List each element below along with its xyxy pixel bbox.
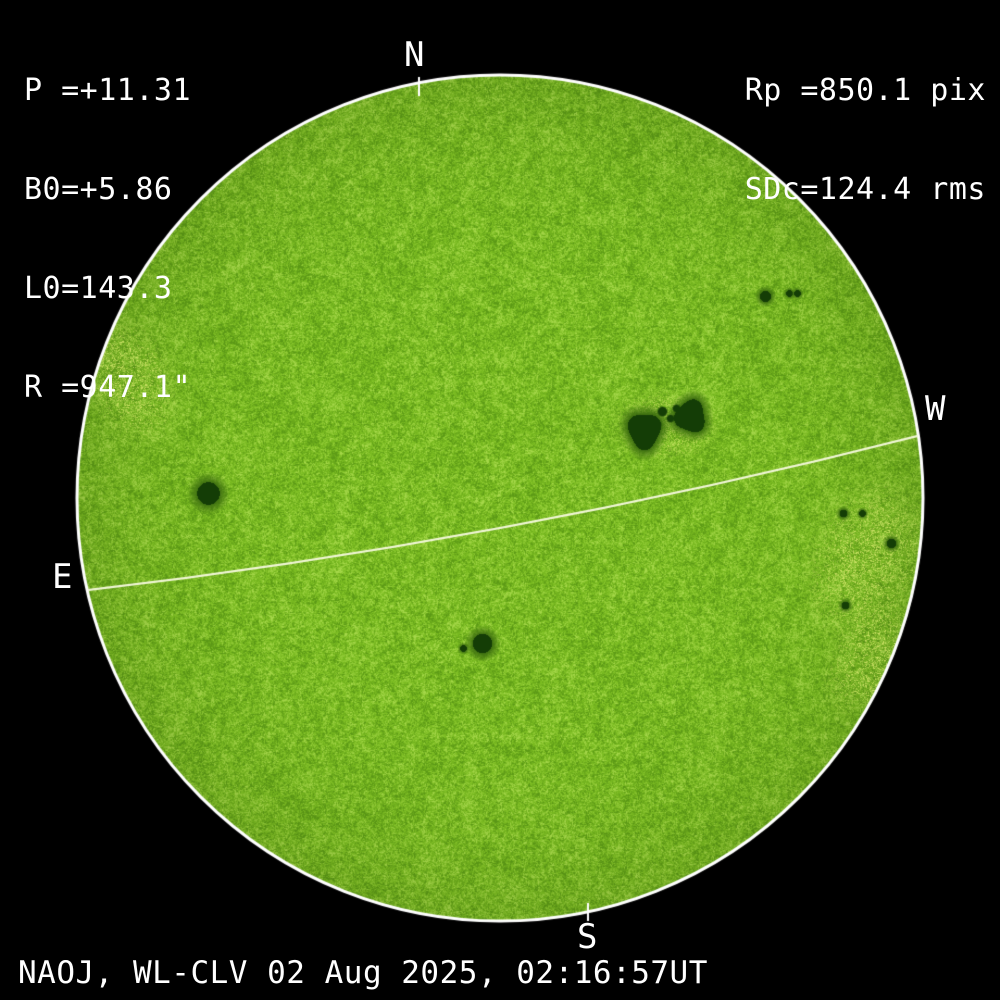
cardinal-label-south: S xyxy=(577,917,598,957)
ephemeris-panel-right: Rp =850.1 pix SDc=124.4 rms xyxy=(745,8,986,272)
ephemeris-panel-left: P =+11.31 B0=+5.86 L0=143.3 R =947.1" xyxy=(24,8,191,470)
rp-pixels-line: Rp =850.1 pix xyxy=(744,73,986,108)
image-caption: NAOJ, WL-CLV 02 Aug 2025, 02:16:57UT xyxy=(18,955,708,991)
sdc-rms-line: SDc=124.4 rms xyxy=(744,172,986,207)
cardinal-label-east: E xyxy=(52,557,73,597)
l0-longitude-line: L0=143.3 xyxy=(24,271,173,306)
b0-angle-line: B0=+5.86 xyxy=(24,172,173,207)
cardinal-label-north: N xyxy=(404,35,425,75)
radius-arcsec-line: R =947.1" xyxy=(24,370,192,405)
cardinal-label-west: W xyxy=(925,389,946,429)
p-angle-line: P =+11.31 xyxy=(24,73,192,108)
